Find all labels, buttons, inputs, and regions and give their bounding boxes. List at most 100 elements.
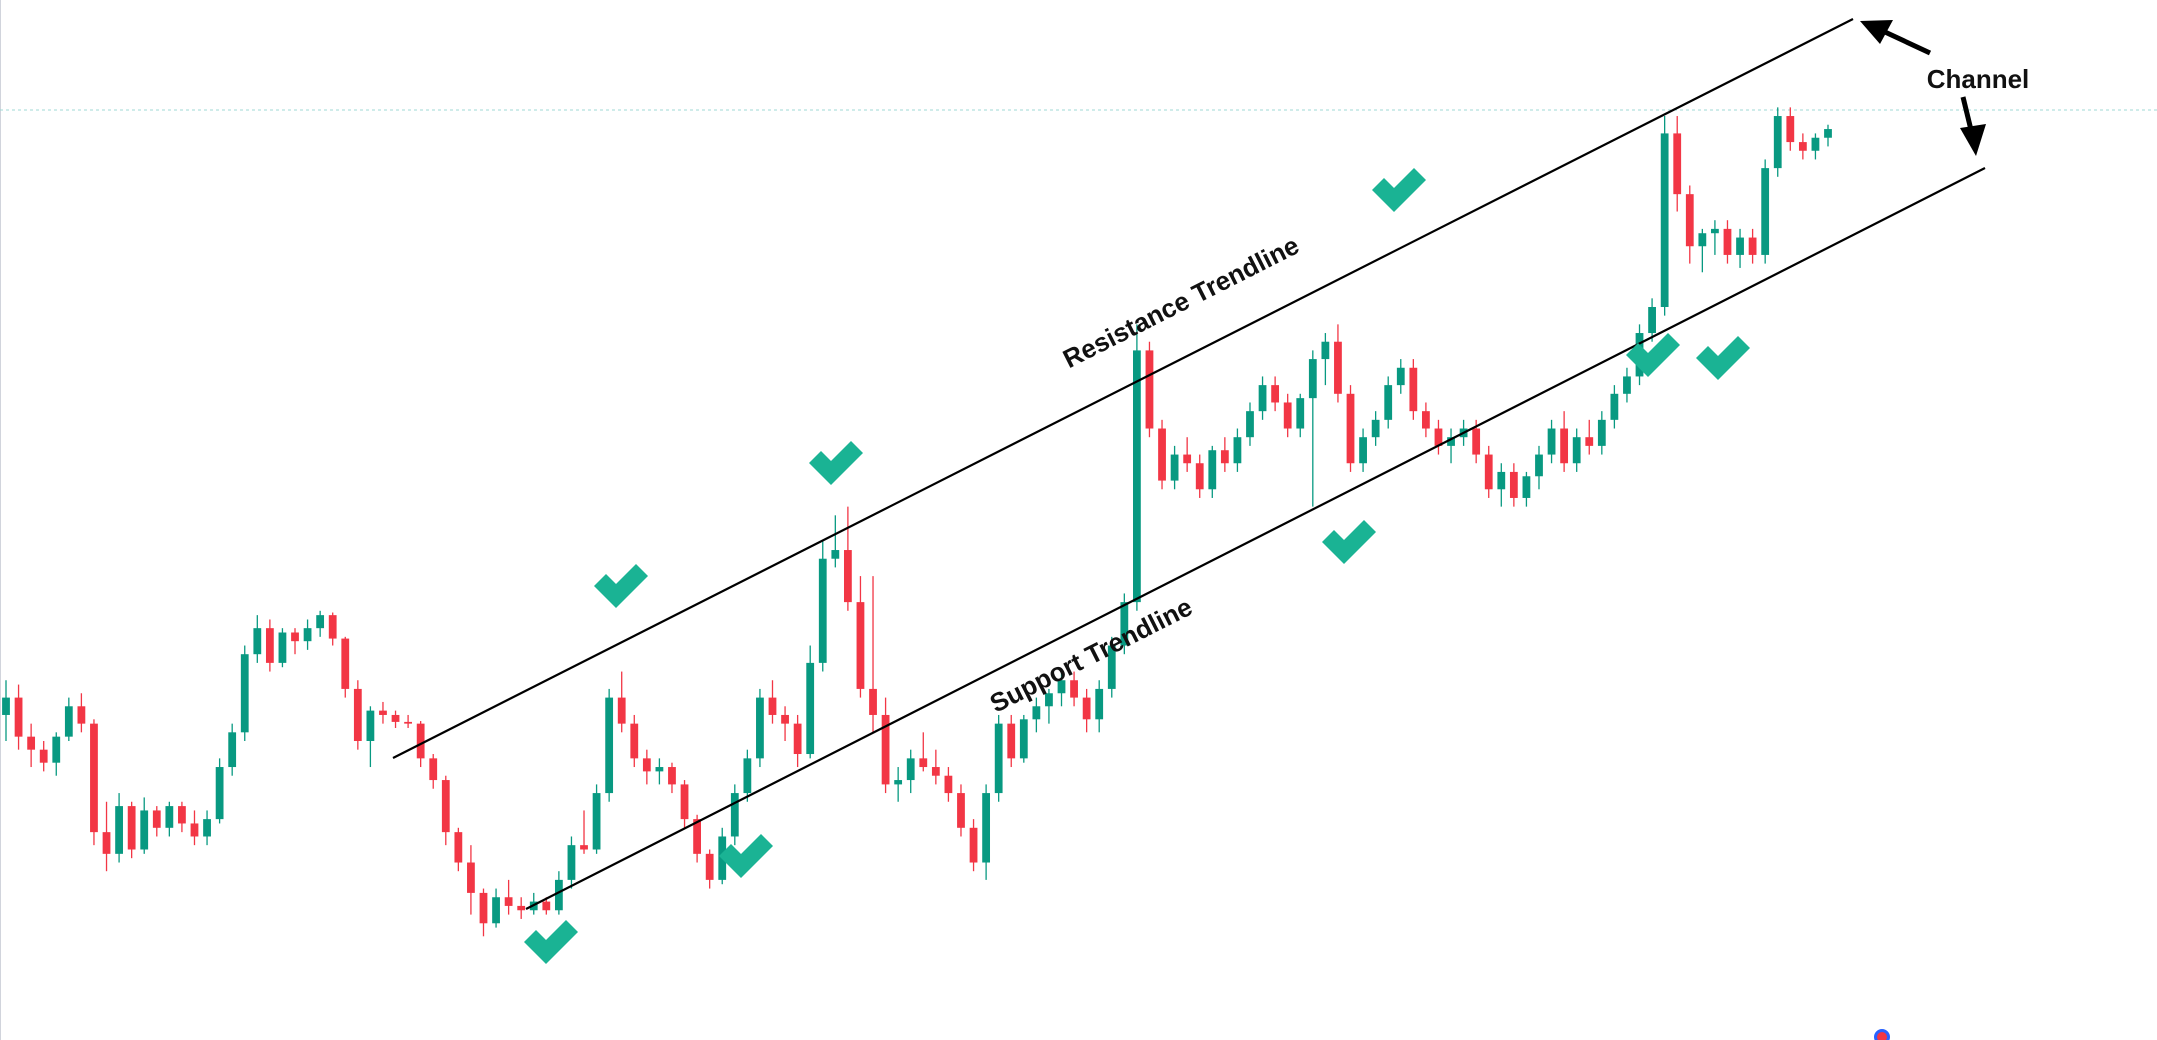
candle-body [806, 662, 815, 755]
candle-body [291, 632, 299, 642]
candle-body [1057, 680, 1066, 694]
candle-body [366, 710, 375, 741]
candle [881, 697, 890, 794]
candle-body [693, 819, 701, 854]
candle [64, 697, 73, 741]
candle [1773, 107, 1782, 177]
candle-body [1334, 341, 1342, 394]
candle [240, 645, 249, 741]
candle-body [303, 628, 312, 642]
candle [328, 612, 337, 646]
candle [1711, 220, 1719, 255]
candle-body [1283, 402, 1292, 429]
candle [1761, 159, 1770, 264]
candle [1371, 411, 1380, 446]
candle [441, 775, 450, 846]
candle [1798, 133, 1807, 160]
candle [379, 701, 387, 724]
candle-body [1761, 168, 1770, 255]
candle-body [190, 823, 199, 837]
candle [642, 749, 651, 785]
candle [429, 754, 438, 789]
candle-body [328, 615, 337, 639]
candle-body [178, 806, 186, 824]
candle [203, 810, 211, 846]
resistance-trendline[interactable] [392, 18, 1854, 759]
candles-group [2, 107, 1832, 937]
candle-body [668, 767, 676, 785]
candle [869, 576, 877, 733]
candle-body [127, 806, 136, 850]
candle-body [1158, 428, 1166, 481]
candle [127, 801, 136, 859]
candle [1095, 680, 1104, 733]
candle-body [479, 892, 488, 924]
candle [77, 693, 86, 733]
candle [115, 793, 123, 863]
candle-body [1007, 723, 1016, 759]
candle-body [1371, 419, 1380, 438]
candle-body [1497, 471, 1506, 490]
candle-body [467, 862, 475, 893]
candle [1158, 419, 1166, 490]
candle-body [1145, 350, 1154, 429]
candle-body [1233, 437, 1242, 464]
candle-body [203, 819, 211, 837]
candle [630, 714, 639, 768]
candle-body [1798, 142, 1807, 151]
candle-body [730, 793, 739, 837]
checkmarks-group [524, 168, 1750, 964]
candle [1032, 697, 1041, 733]
candle-body [1045, 693, 1053, 707]
support-trendline[interactable] [525, 167, 1986, 910]
candle [27, 723, 36, 768]
candle [1547, 419, 1556, 464]
candle [1308, 350, 1317, 507]
candle-body [869, 688, 877, 715]
candle-body [756, 697, 764, 759]
candle-body [655, 767, 664, 772]
candle [140, 797, 149, 854]
candle [1359, 428, 1367, 472]
candle-body [680, 784, 689, 820]
candle [944, 767, 953, 802]
candle-body [353, 688, 362, 741]
candle-body [1246, 411, 1254, 438]
candle-body [115, 806, 123, 854]
candle-body [416, 723, 425, 759]
candle [1748, 228, 1757, 264]
candle [1396, 359, 1405, 394]
candle [1648, 298, 1656, 342]
candle-body [1660, 133, 1669, 307]
touch-point-check-icon [524, 920, 578, 964]
candle [391, 710, 400, 728]
candle-body [441, 780, 450, 833]
candle [1334, 324, 1342, 403]
candle [517, 897, 526, 919]
candle-body [818, 558, 827, 663]
candle [1070, 671, 1078, 707]
candle [291, 628, 299, 655]
candle [316, 610, 325, 637]
candle [580, 810, 588, 854]
candle-body [90, 723, 98, 833]
candle-body [944, 775, 953, 794]
candle [278, 628, 287, 668]
candle [1723, 220, 1732, 264]
candle-body [253, 628, 262, 655]
candle [730, 784, 739, 846]
candle-body [1484, 454, 1493, 490]
candle [1258, 376, 1267, 420]
candle-body [881, 714, 890, 785]
candle [467, 845, 475, 915]
candle-body [1195, 463, 1204, 490]
candle [542, 897, 551, 915]
candle-body [705, 853, 714, 880]
candle [1296, 393, 1305, 438]
touch-point-check-icon [594, 564, 648, 608]
candle-body [642, 758, 651, 772]
candle [1233, 428, 1242, 472]
candle-body [2, 697, 10, 715]
candle-body [969, 827, 978, 863]
